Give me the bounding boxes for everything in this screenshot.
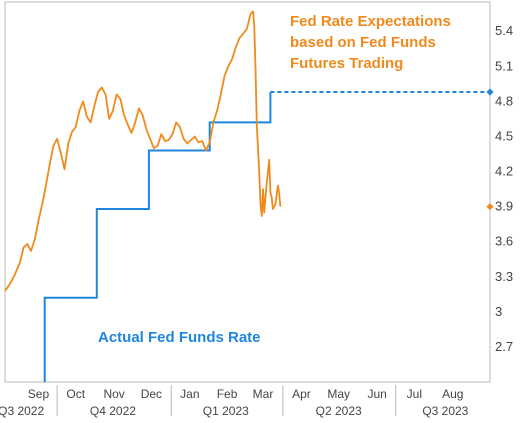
quarter-label-q2-2023: Q2 2023 (316, 404, 362, 418)
y-axis-ticks: 5.4 5.1 4.8 4.5 4.2 3.9 3.6 3.3 3 2.7 (495, 23, 513, 354)
x-tick-label-jul: Jul (407, 387, 422, 401)
x-tick-label-may: May (327, 387, 350, 401)
y-tick-label: 3.6 (495, 234, 513, 249)
expectations-annotation-line-3: Futures Trading (290, 55, 403, 72)
y-tick-label: 4.8 (495, 93, 513, 108)
y-tick-label: 2.7 (495, 339, 513, 354)
y-tick-label: 5.1 (495, 58, 513, 73)
actual-rate-annotation: Actual Fed Funds Rate (98, 329, 261, 346)
y-tick-label: 5.4 (495, 23, 513, 38)
actual-fed-funds-rate-line (43, 92, 272, 382)
y-tick-label: 4.2 (495, 164, 513, 179)
x-tick-label-mar: Mar (253, 387, 274, 401)
x-tick-label-dec: Dec (141, 387, 162, 401)
expectations-annotation-line-2: based on Fed Funds (290, 34, 436, 51)
x-tick-label-aug: Aug (442, 387, 463, 401)
y-tick-label: 3.9 (495, 199, 513, 214)
y-tick-label: 3 (495, 304, 502, 319)
x-tick-label-nov: Nov (103, 387, 124, 401)
quarter-label-q3-2023: Q3 2023 (422, 404, 468, 418)
expectations-annotation-line-1: Fed Rate Expectations (290, 13, 451, 30)
y-tick-label: 4.5 (495, 128, 513, 143)
fed-rate-expectations-line (4, 10, 282, 292)
x-tick-label-jun: Jun (367, 387, 386, 401)
quarter-labels: Q3 2022 Q4 2022 Q1 2023 Q2 2023 Q3 2023 (0, 404, 469, 418)
x-tick-label-sep: Sep (28, 387, 50, 401)
x-tick-label-feb: Feb (217, 387, 238, 401)
quarter-label-q1-2023: Q1 2023 (203, 404, 249, 418)
quarter-dividers (56, 385, 397, 416)
y-tick-label: 3.3 (495, 269, 513, 284)
month-labels: Sep Oct Nov Dec Jan Feb Mar Apr May Jun Jul Aug (28, 387, 464, 401)
actual-current-value-marker (486, 88, 494, 96)
expectations-current-value-marker (486, 203, 494, 211)
quarter-label-q3-2022: Q3 2022 (0, 404, 44, 418)
x-tick-label-jan: Jan (180, 387, 199, 401)
x-tick-label-apr: Apr (292, 387, 311, 401)
plot-frame (4, 1, 491, 383)
x-tick-label-oct: Oct (66, 387, 85, 401)
quarter-label-q4-2022: Q4 2022 (90, 404, 136, 418)
